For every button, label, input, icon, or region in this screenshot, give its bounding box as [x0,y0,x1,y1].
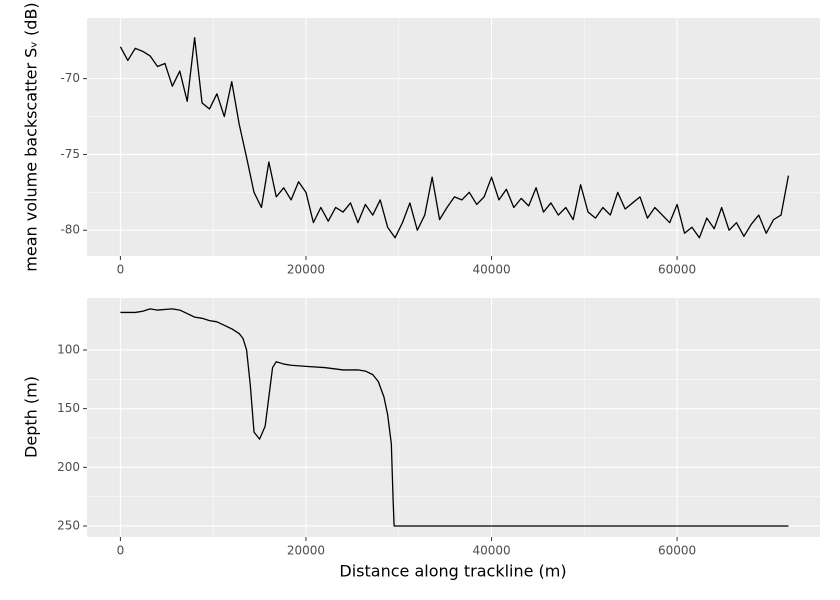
y-axis-title: Depth (m) [22,376,41,458]
y-tick-label: -80 [60,223,80,237]
y-axis-title: mean volume backscatter Sᵥ (dB) [22,2,41,271]
plot-background [87,298,820,537]
y-tick-label: 100 [57,342,80,356]
y-tick-label: -70 [60,71,80,85]
x-axis-title: Distance along trackline (m) [339,562,566,581]
y-tick-label: 250 [57,518,80,532]
data-line [119,37,790,239]
y-tick-label: 200 [57,460,80,474]
y-tick-label: -75 [60,147,80,161]
plot-background [87,18,820,256]
x-tick-label: 40000 [472,544,510,558]
x-tick-label: 60000 [658,263,696,277]
data-line [120,308,789,527]
y-tick-label: 150 [57,401,80,415]
x-tick-label: 20000 [287,263,325,277]
x-tick-label: 40000 [472,263,510,277]
x-tick-label: 20000 [287,544,325,558]
x-tick-label: 0 [117,544,125,558]
x-tick-label: 0 [117,263,125,277]
x-tick-label: 60000 [658,544,696,558]
